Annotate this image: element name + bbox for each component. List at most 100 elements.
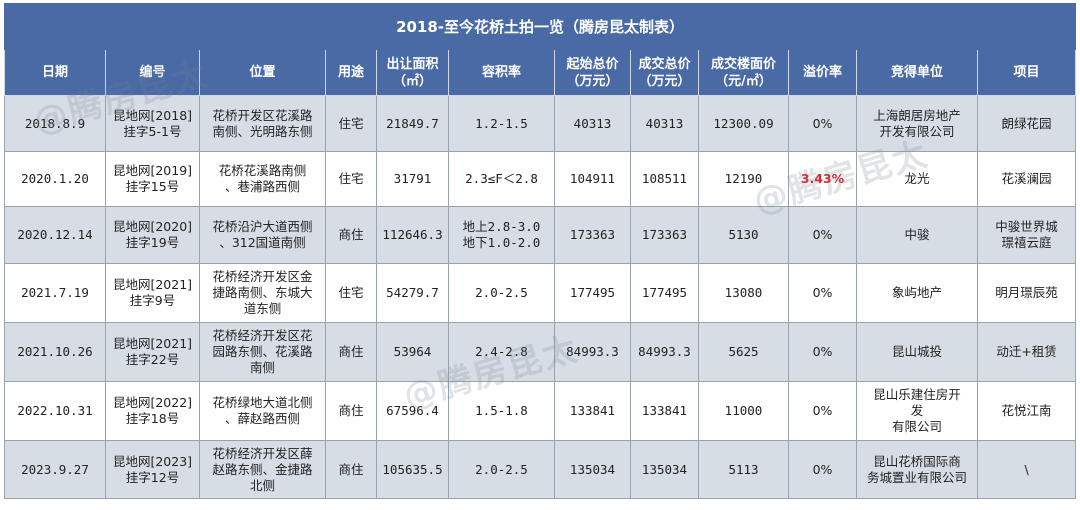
cell-code: 昆地网[2019] 挂字15号 [105,151,200,207]
cell-far: 1.5-1.8 [448,381,555,441]
cell-winner: 上海朗居房地产 开发有限公司 [856,95,978,152]
cell-code: 昆地网[2018] 挂字5-1号 [105,95,200,152]
cell-project: 动迁+租赁 [976,322,1077,382]
cell-date: 2020.1.20 [4,151,106,207]
cell-project: 花悦江南 [976,381,1077,441]
cell-area: 67596.4 [376,381,449,441]
cell-date: 2021.10.26 [4,322,106,382]
table-row: 2021.7.19 昆地网[2021] 挂字9号 花桥经济开发区金 捷路南侧、东城大… [4,263,1077,323]
cell-far: 地上2.8-3.0 地下1.0-2.0 [448,206,555,264]
land-auction-table: 2018-至今花桥土拍一览（腾房昆太制表） 日期 编号 位置 用途 出让面积 （… [3,3,1077,499]
cell-deal-price: 135034 [630,440,699,499]
cell-code: 昆地网[2022] 挂字18号 [105,381,200,441]
cell-date: 2022.10.31 [4,381,106,441]
header-winner: 竞得单位 [856,49,978,96]
cell-location: 花桥经济开发区金 捷路南侧、东城大 道东侧 [199,263,326,323]
cell-use: 商住 [325,381,377,441]
header-project: 项目 [976,49,1077,96]
cell-use: 住宅 [325,263,377,323]
cell-far: 2.0-2.5 [448,440,555,499]
cell-deal-price: 133841 [630,381,699,441]
cell-premium: 0% [788,440,857,499]
cell-floor-price: 5113 [698,440,789,499]
header-premium: 溢价率 [788,49,857,96]
cell-code: 昆地网[2021] 挂字9号 [105,263,200,323]
cell-area: 53964 [376,322,449,382]
table-title: 2018-至今花桥土拍一览（腾房昆太制表） [3,3,1077,50]
cell-start-price: 135034 [554,440,631,499]
cell-project: 朗绿花园 [976,95,1077,152]
cell-location: 花桥经济开发区薛 赵路东侧、金捷路 北侧 [199,440,326,499]
cell-start-price: 173363 [554,206,631,264]
header-area: 出让面积 （㎡） [376,49,449,96]
cell-deal-price: 108511 [630,151,699,207]
cell-deal-price: 40313 [630,95,699,152]
cell-area: 21849.7 [376,95,449,152]
cell-deal-price: 177495 [630,263,699,323]
cell-winner: 中骏 [856,206,978,264]
cell-floor-price: 11000 [698,381,789,441]
cell-date: 2018.8.9 [4,95,106,152]
header-date: 日期 [4,49,106,96]
cell-use: 商住 [325,206,377,264]
cell-use: 住宅 [325,151,377,207]
land-auction-table-wrapper: 2018-至今花桥土拍一览（腾房昆太制表） 日期 编号 位置 用途 出让面积 （… [3,3,1077,506]
cell-floor-price: 13080 [698,263,789,323]
cell-project: 明月璟辰苑 [976,263,1077,323]
cell-far: 2.0-2.5 [448,263,555,323]
cell-project: \ [976,440,1077,499]
header-location: 位置 [199,49,326,96]
cell-floor-price: 5625 [698,322,789,382]
cell-project: 中骏世界城 璟禧云庭 [976,206,1077,264]
header-floor-price: 成交楼面价 （元/㎡） [698,49,789,96]
cell-premium: 0% [788,322,857,382]
cell-date: 2020.12.14 [4,206,106,264]
cell-location: 花桥沿沪大道西侧 、312国道南侧 [199,206,326,264]
cell-area: 31791 [376,151,449,207]
cell-start-price: 40313 [554,95,631,152]
cell-location: 花桥经济开发区花 园路东侧、花溪路 南侧 [199,322,326,382]
table-row: 2022.10.31 昆地网[2022] 挂字18号 花桥绿地大道北侧 、薛赵路西侧… [4,381,1077,441]
cell-floor-price: 12300.09 [698,95,789,152]
cell-winner: 昆山城投 [856,322,978,382]
cell-area: 54279.7 [376,263,449,323]
cell-floor-price: 12190 [698,151,789,207]
cell-premium: 0% [788,381,857,441]
table-row: 2018.8.9 昆地网[2018] 挂字5-1号 花桥开发区花溪路 南侧、光明路东… [4,95,1077,152]
cell-deal-price: 84993.3 [630,322,699,382]
cell-code: 昆地网[2021] 挂字22号 [105,322,200,382]
cell-code: 昆地网[2020] 挂字19号 [105,206,200,264]
cell-start-price: 177495 [554,263,631,323]
cell-location: 花桥绿地大道北侧 、薛赵路西侧 [199,381,326,441]
cell-premium: 0% [788,95,857,152]
cell-date: 2021.7.19 [4,263,106,323]
table-row: 2020.12.14 昆地网[2020] 挂字19号 花桥沿沪大道西侧 、312国道… [4,206,1077,264]
table-row: 2023.9.27 昆地网[2023] 挂字12号 花桥经济开发区薛 赵路东侧、金捷… [4,440,1077,499]
cell-use: 住宅 [325,95,377,152]
cell-far: 1.2-1.5 [448,95,555,152]
cell-location: 花桥开发区花溪路 南侧、光明路东侧 [199,95,326,152]
table-row: 2020.1.20 昆地网[2019] 挂字15号 花桥花溪路南侧 、巷浦路西侧 住宅… [4,151,1077,207]
cell-project: 花溪澜园 [976,151,1077,207]
cell-far: 2.4-2.8 [448,322,555,382]
table-body: 2018.8.9 昆地网[2018] 挂字5-1号 花桥开发区花溪路 南侧、光明路东… [4,95,1077,499]
cell-winner: 象屿地产 [856,263,978,323]
header-start-price: 起始总价 （万元） [554,49,631,96]
header-deal-price: 成交总价 （万元） [630,49,699,96]
cell-use: 商住 [325,322,377,382]
cell-floor-price: 5130 [698,206,789,264]
cell-winner: 昆山花桥国际商 务城置业有限公司 [856,440,978,499]
cell-start-price: 133841 [554,381,631,441]
header-far: 容积率 [448,49,555,96]
cell-area: 112646.3 [376,206,449,264]
header-row: 日期 编号 位置 用途 出让面积 （㎡） 容积率 起始总价 （万元） 成交总价 … [4,49,1077,96]
title-row: 2018-至今花桥土拍一览（腾房昆太制表） [3,3,1077,50]
cell-start-price: 84993.3 [554,322,631,382]
cell-code: 昆地网[2023] 挂字12号 [105,440,200,499]
header-code: 编号 [105,49,200,96]
cell-location: 花桥花溪路南侧 、巷浦路西侧 [199,151,326,207]
table-row: 2021.10.26 昆地网[2021] 挂字22号 花桥经济开发区花 园路东侧、花… [4,322,1077,382]
cell-premium: 0% [788,263,857,323]
cell-date: 2023.9.27 [4,440,106,499]
cell-use: 商住 [325,440,377,499]
